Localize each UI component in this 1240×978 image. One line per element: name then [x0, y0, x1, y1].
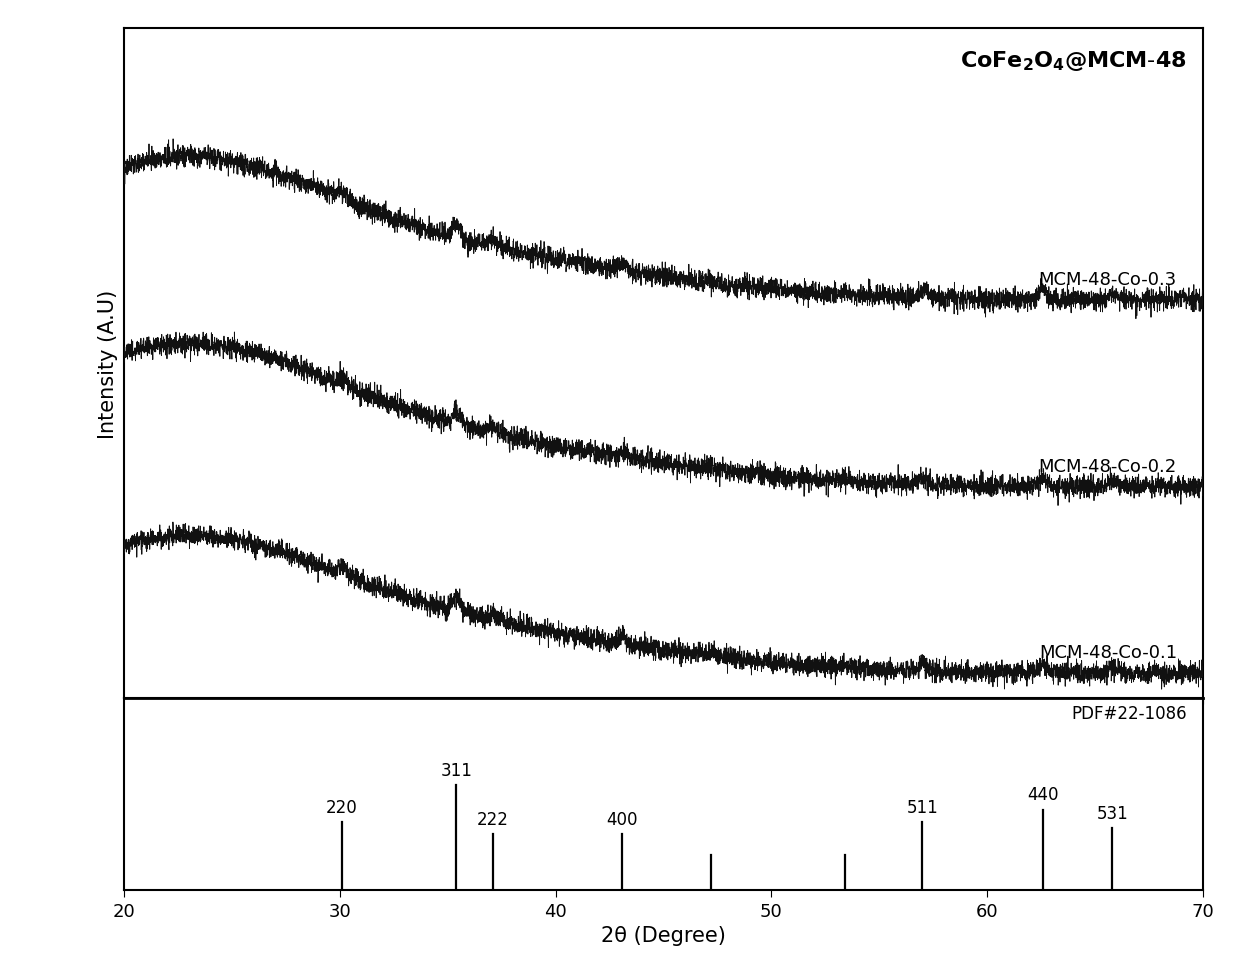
Text: MCM-48-Co-0.1: MCM-48-Co-0.1 [1039, 644, 1177, 662]
Text: 220: 220 [326, 798, 358, 816]
Text: MCM-48-Co-0.3: MCM-48-Co-0.3 [1039, 271, 1177, 289]
Text: MCM-48-Co-0.2: MCM-48-Co-0.2 [1039, 458, 1177, 475]
Text: 511: 511 [906, 798, 939, 816]
Text: 400: 400 [606, 811, 639, 828]
Text: 440: 440 [1028, 785, 1059, 804]
Text: PDF#22-1086: PDF#22-1086 [1071, 704, 1187, 723]
Text: 531: 531 [1096, 804, 1128, 822]
Text: 222: 222 [477, 811, 508, 828]
Text: $\bf{CoFe_2O_4@MCM\text{-}48}$: $\bf{CoFe_2O_4@MCM\text{-}48}$ [960, 50, 1187, 73]
X-axis label: 2θ (Degree): 2θ (Degree) [601, 925, 725, 946]
Y-axis label: Intensity (A.U): Intensity (A.U) [98, 289, 119, 438]
Text: 311: 311 [440, 761, 472, 778]
